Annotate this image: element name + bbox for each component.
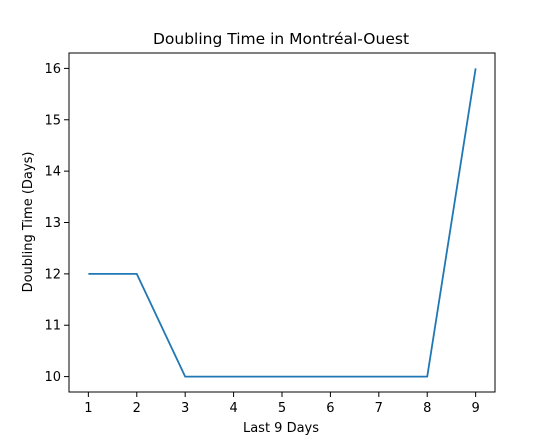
x-tick-label: 3 [181,401,189,416]
y-tick-label: 10 [44,370,61,385]
x-tick-label: 8 [423,401,431,416]
x-tick-label: 9 [471,401,479,416]
y-tick-label: 12 [44,267,61,282]
x-tick-label: 2 [133,401,141,416]
y-tick-label: 16 [44,62,61,77]
x-tick-label: 5 [278,401,286,416]
y-tick-label: 13 [44,216,61,231]
y-axis-ticks: 10 11 12 13 14 15 16 [44,62,69,385]
plot-frame [68,52,496,393]
y-tick-label: 15 [44,113,61,128]
x-tick-label: 4 [229,401,237,416]
chart-title: Doubling Time in Montréal-Ouest [153,30,409,48]
y-tick-label: 11 [44,319,61,334]
series-layer [88,68,477,378]
series-line-0 [88,68,477,378]
x-tick-label: 1 [84,401,92,416]
x-axis-ticks: 1 2 3 4 5 6 7 8 9 [84,392,480,416]
x-tick-label: 6 [326,401,334,416]
x-tick-label: 7 [375,401,383,416]
y-tick-label: 14 [44,165,61,180]
x-axis-label: Last 9 Days [243,421,319,436]
y-axis-label: Doubling Time (Days) [21,152,36,293]
